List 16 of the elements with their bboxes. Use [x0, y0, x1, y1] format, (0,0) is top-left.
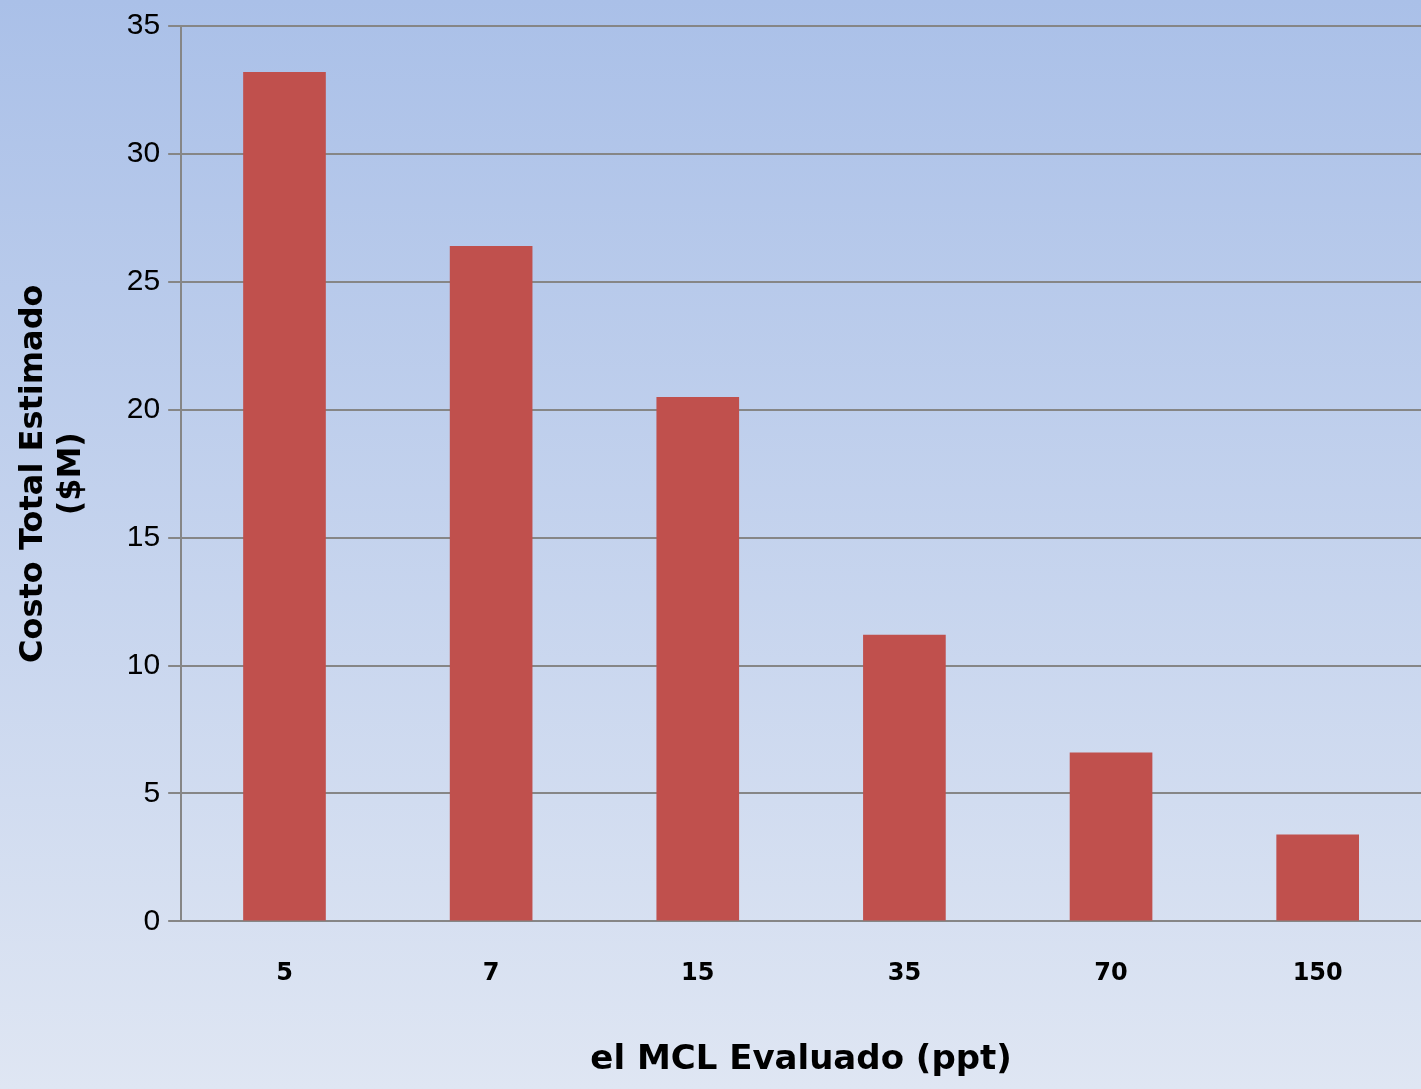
y-tick-label: 10	[126, 646, 161, 680]
y-tick-label: 15	[126, 518, 161, 552]
y-tick-label: 35	[126, 7, 161, 41]
x-tick-label: 70	[1094, 958, 1128, 987]
x-tick-label: 35	[887, 958, 922, 987]
x-tick-label: 15	[681, 958, 715, 987]
y-tick-label: 20	[126, 391, 161, 425]
x-axis-title: el MCL Evaluado (ppt)	[590, 1037, 1012, 1078]
y-tick-label: 0	[143, 902, 161, 936]
y-axis-title: Costo Total Estimado ($M)	[11, 284, 88, 663]
y-tick-label: 25	[126, 263, 161, 297]
x-tick-label: 5	[276, 958, 293, 987]
x-tick-label: 7	[482, 958, 500, 987]
x-tick-label: 150	[1292, 958, 1343, 987]
y-tick-label: 5	[143, 774, 161, 808]
y-tick-label: 30	[126, 135, 161, 169]
